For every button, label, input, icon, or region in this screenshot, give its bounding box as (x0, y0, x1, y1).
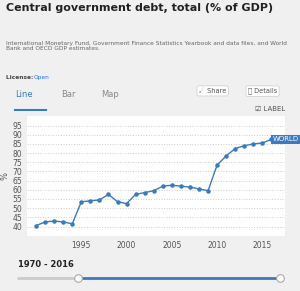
Point (124, 201, 129, 206)
Point (43, 220, 47, 224)
Point (196, 187, 201, 191)
Point (70, 221, 75, 226)
Text: Map: Map (101, 90, 119, 99)
Text: ☄ Share: ☄ Share (199, 88, 226, 94)
Point (260, 141, 265, 145)
Point (115, 199, 120, 204)
Point (133, 192, 138, 197)
Point (79, 199, 84, 204)
Y-axis label: %: % (1, 172, 10, 180)
Text: WORLD: WORLD (273, 136, 299, 142)
Point (178, 184, 183, 189)
Point (251, 142, 256, 146)
Text: International Monetary Fund, Government Finance Statistics Yearbook and data fil: International Monetary Fund, Government … (6, 41, 287, 52)
Point (97, 198, 102, 202)
Text: ⓘ Details: ⓘ Details (248, 88, 277, 95)
Text: Bar: Bar (61, 90, 75, 99)
Point (61, 220, 66, 224)
Point (142, 190, 147, 195)
Point (34, 223, 38, 228)
Text: ☑ LABEL: ☑ LABEL (255, 106, 285, 112)
Point (151, 188, 156, 193)
Point (269, 137, 274, 142)
Point (169, 183, 174, 188)
Text: Open: Open (33, 75, 49, 80)
Point (188, 185, 192, 189)
Point (52, 219, 57, 223)
Point (160, 184, 165, 189)
Point (215, 163, 220, 167)
Point (224, 154, 229, 158)
Point (88, 198, 93, 203)
Text: License:: License: (6, 75, 35, 80)
Point (242, 143, 247, 148)
Point (233, 146, 238, 151)
Point (106, 192, 111, 197)
Text: 1970 - 2016: 1970 - 2016 (17, 260, 74, 269)
Text: Central government debt, total (% of GDP): Central government debt, total (% of GDP… (6, 3, 273, 13)
Text: Line: Line (15, 90, 32, 99)
Point (206, 188, 211, 193)
